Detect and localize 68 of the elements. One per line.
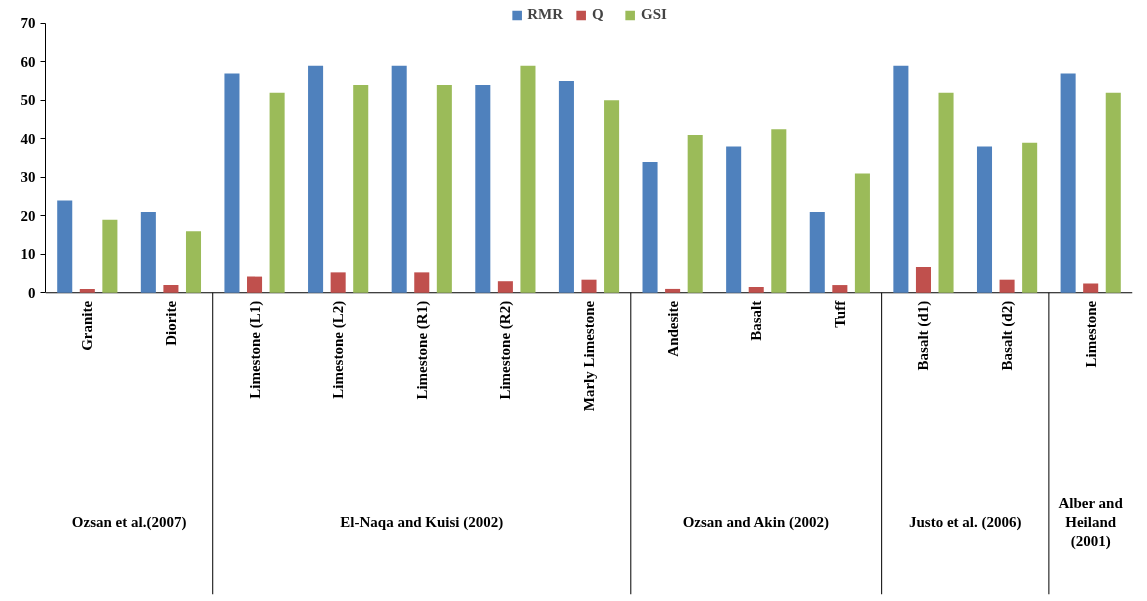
x-tick-label: Basalt (d2) — [999, 300, 1017, 371]
bar — [999, 279, 1015, 293]
bar — [436, 84, 452, 293]
text: Justo et al. (2006) — [909, 513, 1022, 531]
bar — [353, 84, 369, 293]
bar — [140, 211, 156, 293]
bar — [893, 65, 909, 293]
x-tick-label: Diorite — [162, 300, 179, 346]
x-tick-label: Tuff — [831, 299, 848, 328]
x-tick-label: Andesite — [664, 300, 681, 357]
bar — [976, 146, 993, 293]
x-tick-label: Basalt — [748, 300, 765, 341]
bar — [1060, 73, 1076, 293]
bar — [809, 211, 825, 293]
bar — [1083, 283, 1099, 293]
y-tick-label: 10 — [20, 246, 36, 263]
bar — [330, 272, 346, 293]
y-tick-label: 60 — [20, 53, 36, 70]
legend-label: GSI — [640, 6, 667, 23]
bar — [247, 276, 263, 293]
bar — [269, 92, 285, 293]
legend-label: Q — [591, 6, 605, 23]
legend-label: RMR — [527, 6, 563, 23]
bar — [163, 285, 179, 293]
x-tick-label: Limestone (L2) — [330, 300, 348, 399]
bar — [915, 266, 931, 293]
text: Alber and Heiland (2001) — [1058, 494, 1124, 550]
bar — [308, 65, 324, 293]
x-tick-label: Limestone (R2) — [497, 300, 515, 400]
x-tick-label: Limestone (L1) — [246, 300, 264, 399]
bar — [642, 161, 658, 293]
bar — [520, 65, 536, 293]
bar — [581, 279, 597, 293]
bar — [558, 81, 574, 293]
bar — [475, 84, 491, 293]
bar — [102, 219, 118, 293]
bar — [748, 286, 764, 293]
y-tick-label: 40 — [20, 130, 36, 147]
x-tick-label: Limestone — [1082, 300, 1099, 368]
bar — [497, 281, 513, 293]
x-tick-label: Basalt (d1) — [915, 300, 933, 371]
x-tick-label: Marly Limestone — [581, 300, 597, 412]
bar — [604, 100, 620, 293]
bar — [391, 65, 407, 293]
bar — [414, 272, 430, 293]
bar — [687, 134, 703, 293]
bar — [665, 288, 681, 293]
bar — [771, 129, 787, 293]
y-tick-label: 70 — [20, 15, 36, 32]
bar — [224, 73, 240, 293]
bar — [726, 146, 742, 293]
bar — [1105, 92, 1121, 293]
text: El-Naqa and Kuisi (2002) — [340, 513, 504, 531]
y-tick-label: 20 — [20, 207, 36, 224]
bar — [854, 173, 870, 293]
x-tick-label: Granite — [79, 300, 96, 351]
text: Ozsan et al.(2007) — [71, 513, 187, 531]
bar — [832, 285, 848, 293]
bar — [185, 231, 202, 293]
bar — [938, 92, 954, 293]
x-tick-label: Limestone (R1) — [413, 300, 431, 400]
y-tick-label: 30 — [20, 169, 36, 186]
bar — [1022, 142, 1038, 293]
y-tick-label: 0 — [28, 284, 36, 301]
bar — [57, 200, 73, 293]
text: Ozsan and Akin (2002) — [682, 513, 829, 531]
y-tick-label: 50 — [20, 92, 36, 109]
bar — [79, 288, 95, 293]
